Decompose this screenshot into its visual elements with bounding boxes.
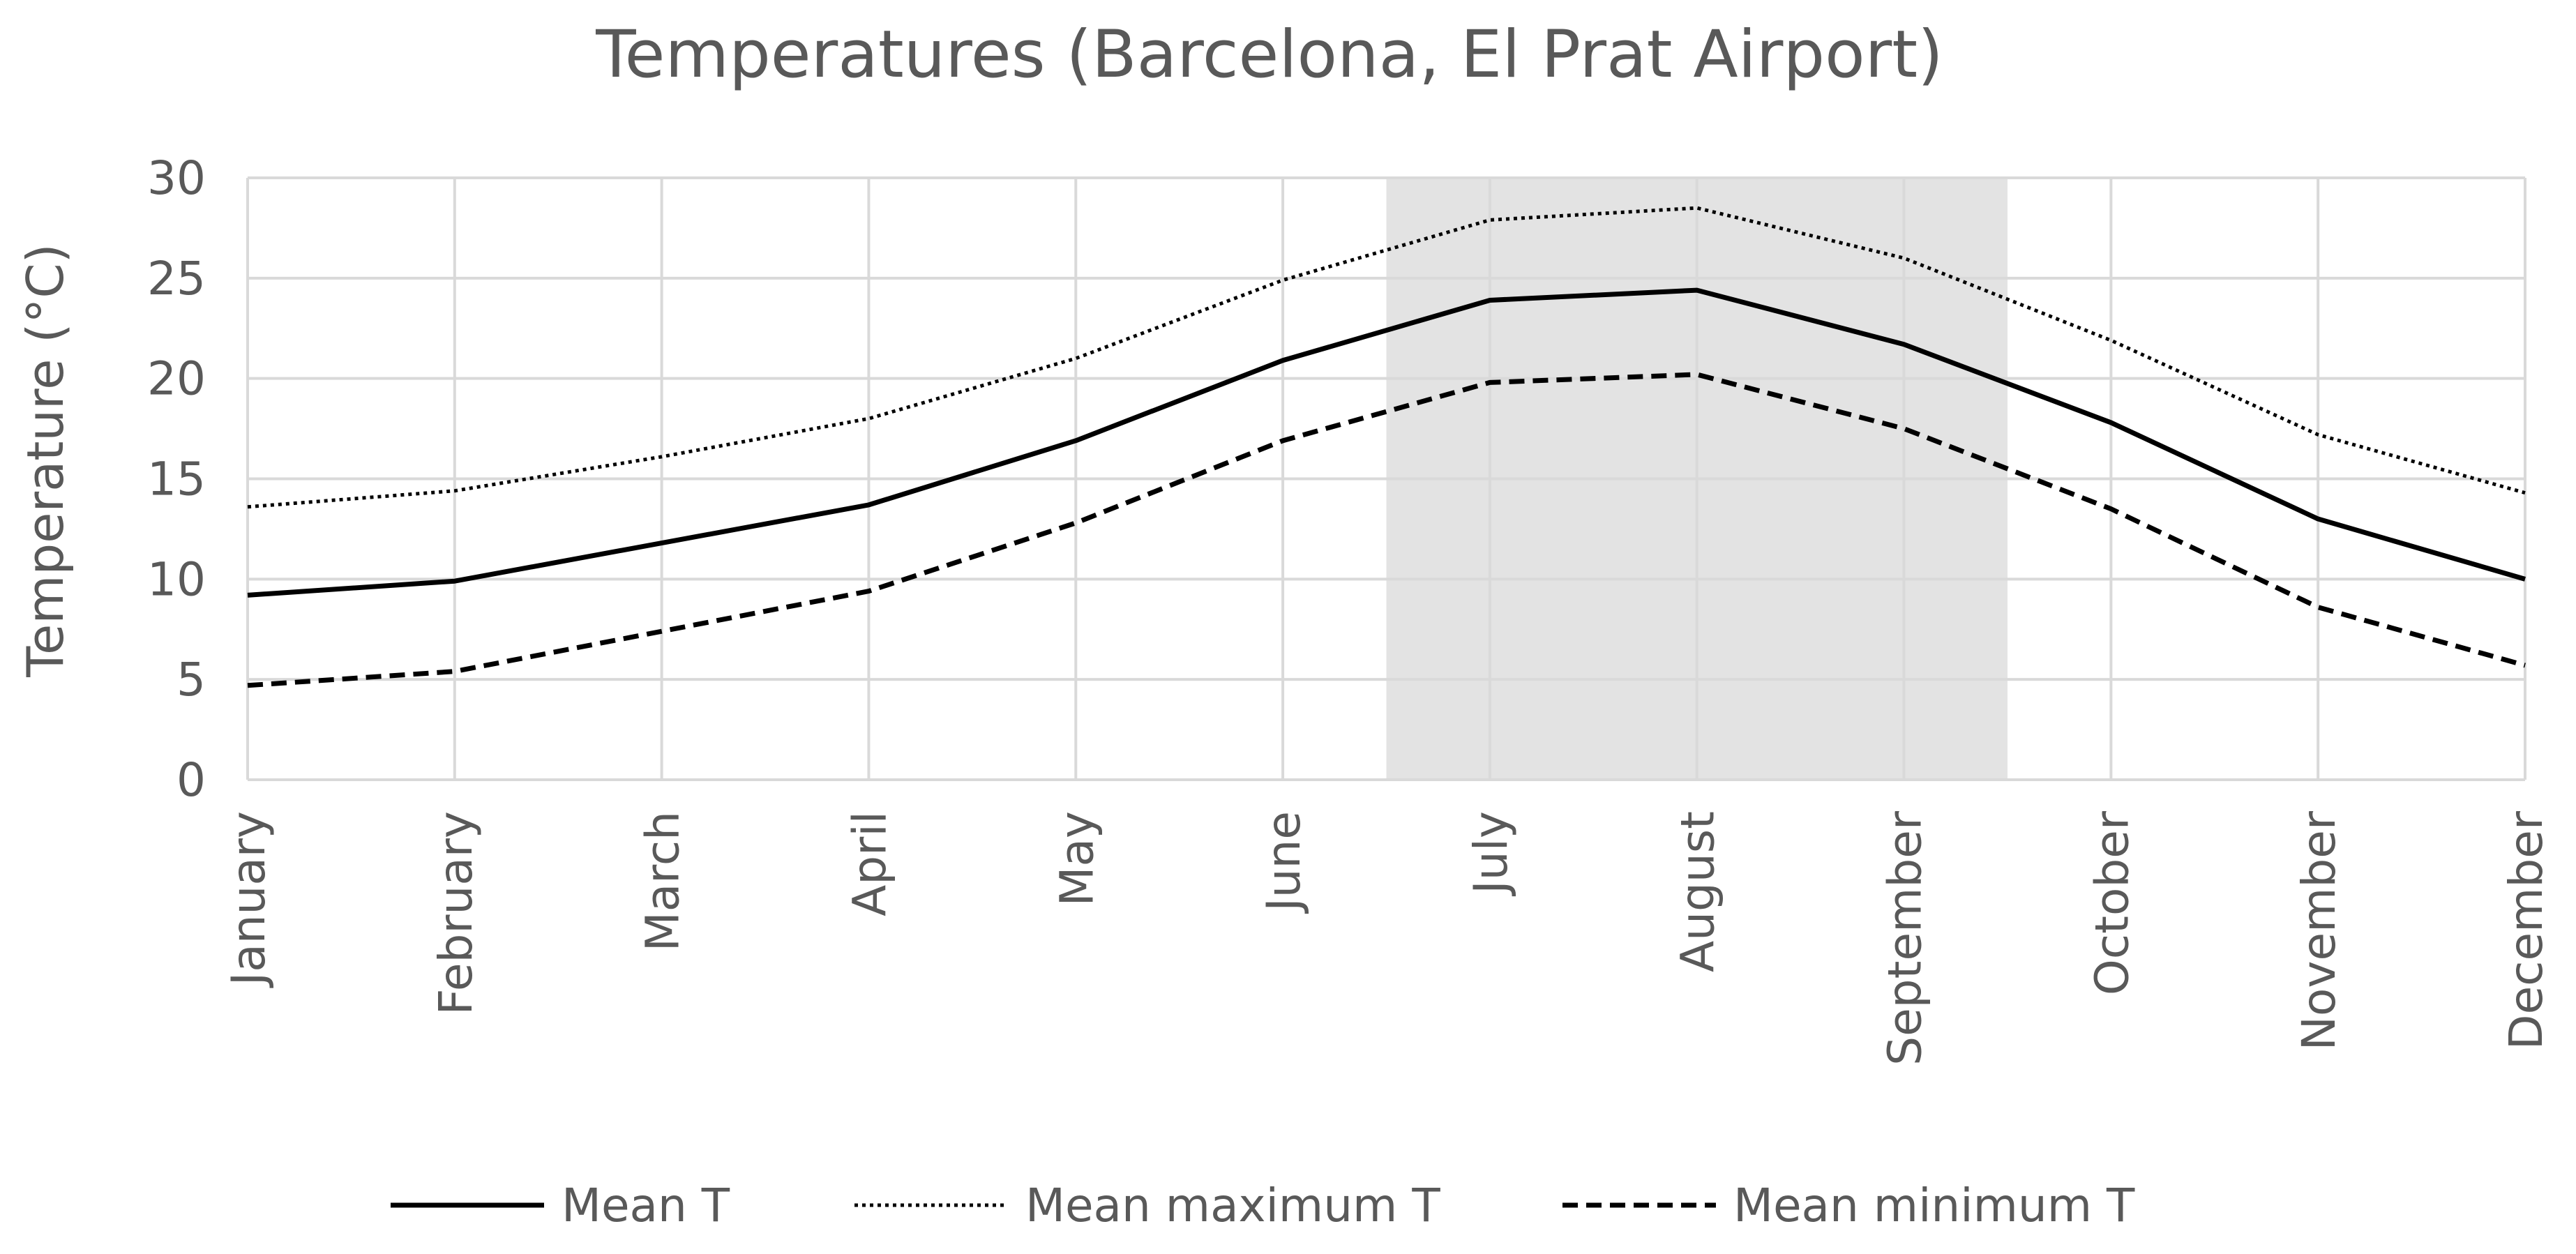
x-tick-label: April	[843, 811, 896, 916]
x-tick-label: August	[1671, 811, 1725, 972]
y-tick-label: 15	[147, 453, 206, 506]
y-axis-label: Temperature (°C)	[16, 243, 75, 677]
y-tick-label: 20	[147, 352, 206, 406]
legend-label: Mean T	[562, 1179, 730, 1232]
x-tick-label: June	[1257, 811, 1311, 914]
y-tick-label: 30	[147, 151, 206, 205]
x-tick-label: September	[1878, 810, 1932, 1066]
x-tick-label: March	[636, 811, 690, 951]
x-tick-label: November	[2292, 810, 2346, 1050]
series-line-mean-minimum-t	[247, 372, 2526, 688]
x-tick-label: February	[429, 811, 483, 1015]
x-tick-label: October	[2085, 810, 2139, 995]
plot-area: 0 5 10 15 20 25 30 January February March April May…	[147, 151, 2553, 1066]
x-tick-label: July	[1464, 811, 1518, 897]
legend-label: Mean minimum T	[1733, 1179, 2135, 1232]
chart-title: Temperatures (Barcelona, El Prat Airport…	[595, 17, 1943, 93]
y-tick-label: 10	[147, 552, 206, 606]
y-tick-label: 0	[176, 753, 206, 807]
y-tick-label: 25	[147, 252, 206, 305]
x-tick-label: January	[222, 811, 276, 988]
y-tick-label: 5	[176, 653, 206, 707]
legend-label: Mean maximum T	[1025, 1179, 1440, 1232]
x-tick-label: December	[2499, 810, 2553, 1050]
x-tick-label: May	[1050, 811, 1104, 906]
series-line-mean-t	[247, 287, 2526, 598]
legend: Mean T Mean maximum T Mean minimum T	[391, 1179, 2135, 1232]
